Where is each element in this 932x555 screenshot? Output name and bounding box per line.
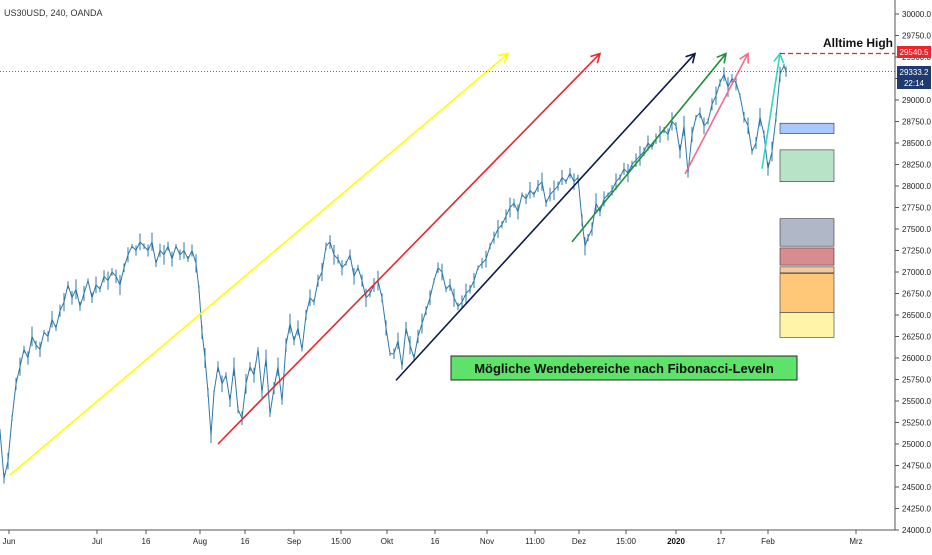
x-tick-label: Mrz	[849, 537, 862, 546]
x-tick-label: Aug	[193, 537, 207, 546]
price-axis[interactable]: 24000.0 24250.0 24500.0 24750.0 25000.0 25250…	[895, 10, 931, 535]
fib-zone-6	[779, 312, 835, 338]
x-tick-label: Jun	[3, 537, 16, 546]
ath-price-marker: 29540.5	[897, 46, 931, 58]
time-axis[interactable]: Jun Jul 16 Aug 16 Sep 15:00 Okt 16 Nov 11:00 Dez 15:…	[3, 530, 863, 546]
y-tick-label: 27000.0	[902, 268, 931, 277]
x-tick-label: 16	[241, 537, 250, 546]
y-tick-label: 25500.0	[902, 397, 931, 406]
trend-line-5	[761, 53, 781, 169]
x-tick-label: 17	[717, 537, 726, 546]
x-tick-label: 11:00	[525, 537, 545, 546]
x-tick-label: Dez	[572, 537, 586, 546]
y-tick-label: 30000.0	[902, 10, 931, 19]
fib-zone-4	[779, 266, 835, 274]
x-tick-label: Sep	[287, 537, 302, 546]
x-tick-label: 16	[431, 537, 440, 546]
y-tick-label: 28750.0	[902, 118, 931, 127]
y-tick-label: 26750.0	[902, 290, 931, 299]
last-price-tag	[897, 66, 931, 78]
trend-arrowhead-1	[590, 52, 602, 64]
fibonacci-note-box	[450, 355, 798, 381]
countdown-tag	[897, 78, 931, 89]
price-series	[0, 63, 787, 484]
y-tick-label: 24500.0	[902, 483, 931, 492]
fib-zone-2	[779, 218, 835, 247]
y-tick-label: 26250.0	[902, 333, 931, 342]
fib-zone-1	[779, 149, 835, 183]
y-tick-label: 28500.0	[902, 139, 931, 148]
x-tick-label: 16	[142, 537, 151, 546]
fibonacci-note-text: Mögliche Wendebereiche nach Fibonacci-Le…	[474, 361, 774, 376]
y-tick-label: 27750.0	[902, 204, 931, 213]
y-tick-label: 25250.0	[902, 419, 931, 428]
trend-line-0	[9, 52, 509, 476]
trend-arrowhead-2	[685, 52, 697, 64]
x-tick-label: 15:00	[331, 537, 352, 546]
countdown-text: 22:14	[904, 79, 925, 88]
y-tick-label: 24000.0	[902, 526, 931, 535]
x-tick-label: 15:00	[616, 537, 637, 546]
symbol-label: US30USD, 240, OANDA	[4, 8, 103, 18]
trend-lines	[9, 51, 785, 476]
ath-price-text: 29540.5	[900, 48, 929, 57]
y-tick-label: 28250.0	[902, 161, 931, 170]
y-tick-label: 26000.0	[902, 354, 931, 363]
last-price-text: 29333.2	[900, 68, 929, 77]
y-tick-label: 26500.0	[902, 311, 931, 320]
ath-price-tag	[897, 46, 931, 58]
alltime-high-label: Alltime High	[823, 36, 893, 50]
y-tick-label: 29000.0	[902, 96, 931, 105]
fib-zone-5	[779, 273, 835, 313]
y-tick-label: 29750.0	[902, 32, 931, 41]
horizontal-lines	[0, 52, 895, 72]
fib-zone-3	[779, 247, 835, 266]
trend-line-2	[395, 53, 696, 381]
x-tick-label: 2020	[667, 537, 685, 546]
y-tick-label: 24250.0	[902, 505, 931, 514]
trend-arrowhead-3	[716, 52, 728, 64]
trend-line-1	[217, 53, 601, 445]
trend-arrowhead-4	[739, 52, 749, 64]
last-price-marker: 29333.2 22:14	[897, 66, 931, 89]
x-tick-label: Okt	[381, 537, 394, 546]
trend-arrowhead-0	[498, 52, 510, 64]
x-tick-label: Jul	[92, 537, 102, 546]
y-tick-label: 28000.0	[902, 182, 931, 191]
y-tick-label: 27250.0	[902, 247, 931, 256]
fib-zones	[779, 122, 835, 338]
fibonacci-note[interactable]: Mögliche Wendebereiche nach Fibonacci-Le…	[450, 355, 798, 381]
y-tick-label: 25750.0	[902, 376, 931, 385]
y-tick-label: 24750.0	[902, 462, 931, 471]
fib-zone-0	[779, 122, 835, 134]
y-tick-label: 25000.0	[902, 440, 931, 449]
x-tick-label: Nov	[480, 537, 494, 546]
y-tick-label: 27500.0	[902, 225, 931, 234]
x-tick-label: Feb	[761, 537, 775, 546]
trend-line-3	[571, 53, 727, 243]
trend-line-4	[684, 53, 749, 175]
